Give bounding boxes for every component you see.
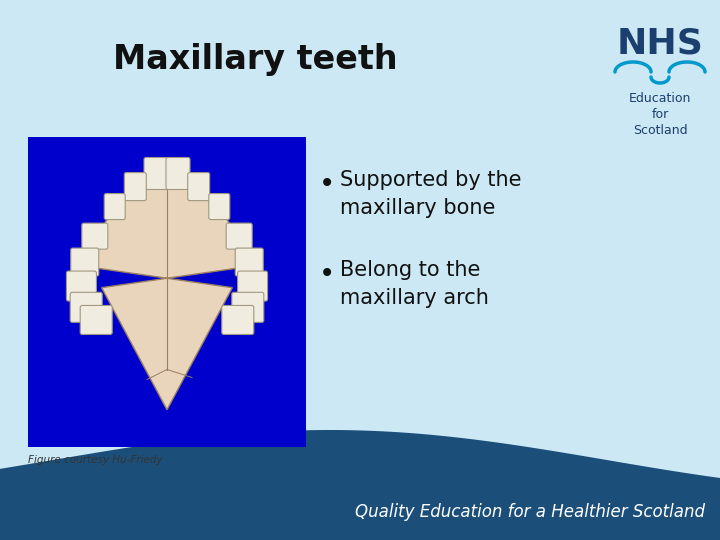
Text: Maxillary teeth: Maxillary teeth [113, 44, 397, 77]
FancyBboxPatch shape [166, 158, 190, 190]
Text: Quality Education for a Healthier Scotland: Quality Education for a Healthier Scotla… [355, 503, 705, 521]
Text: Belong to the
maxillary arch: Belong to the maxillary arch [340, 260, 489, 308]
Text: Figure courtesy Hu-Friedy: Figure courtesy Hu-Friedy [28, 455, 163, 465]
Polygon shape [0, 430, 720, 540]
FancyBboxPatch shape [70, 292, 102, 322]
FancyBboxPatch shape [144, 158, 168, 190]
FancyBboxPatch shape [71, 248, 99, 276]
FancyBboxPatch shape [222, 306, 253, 334]
FancyBboxPatch shape [209, 193, 230, 220]
FancyBboxPatch shape [82, 223, 108, 249]
Text: NHS: NHS [616, 27, 703, 61]
Text: •: • [319, 260, 335, 288]
FancyBboxPatch shape [238, 271, 268, 301]
Text: Education
for
Scotland: Education for Scotland [629, 92, 691, 137]
FancyBboxPatch shape [66, 271, 96, 301]
FancyBboxPatch shape [235, 248, 264, 276]
FancyBboxPatch shape [232, 292, 264, 322]
FancyBboxPatch shape [104, 193, 125, 220]
FancyBboxPatch shape [125, 173, 146, 200]
FancyBboxPatch shape [80, 306, 112, 334]
FancyBboxPatch shape [188, 173, 210, 200]
Polygon shape [90, 184, 244, 410]
Bar [28, 137, 306, 447]
FancyBboxPatch shape [226, 223, 252, 249]
Text: •: • [319, 170, 335, 198]
Text: Supported by the
maxillary bone: Supported by the maxillary bone [340, 170, 521, 218]
